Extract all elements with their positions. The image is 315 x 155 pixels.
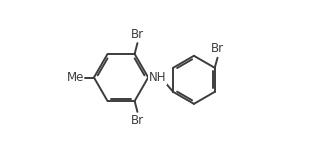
Text: Br: Br [211, 42, 224, 55]
Text: NH: NH [149, 71, 166, 84]
Text: Br: Br [131, 114, 144, 127]
Text: Br: Br [131, 28, 144, 41]
Text: Me: Me [67, 71, 85, 84]
